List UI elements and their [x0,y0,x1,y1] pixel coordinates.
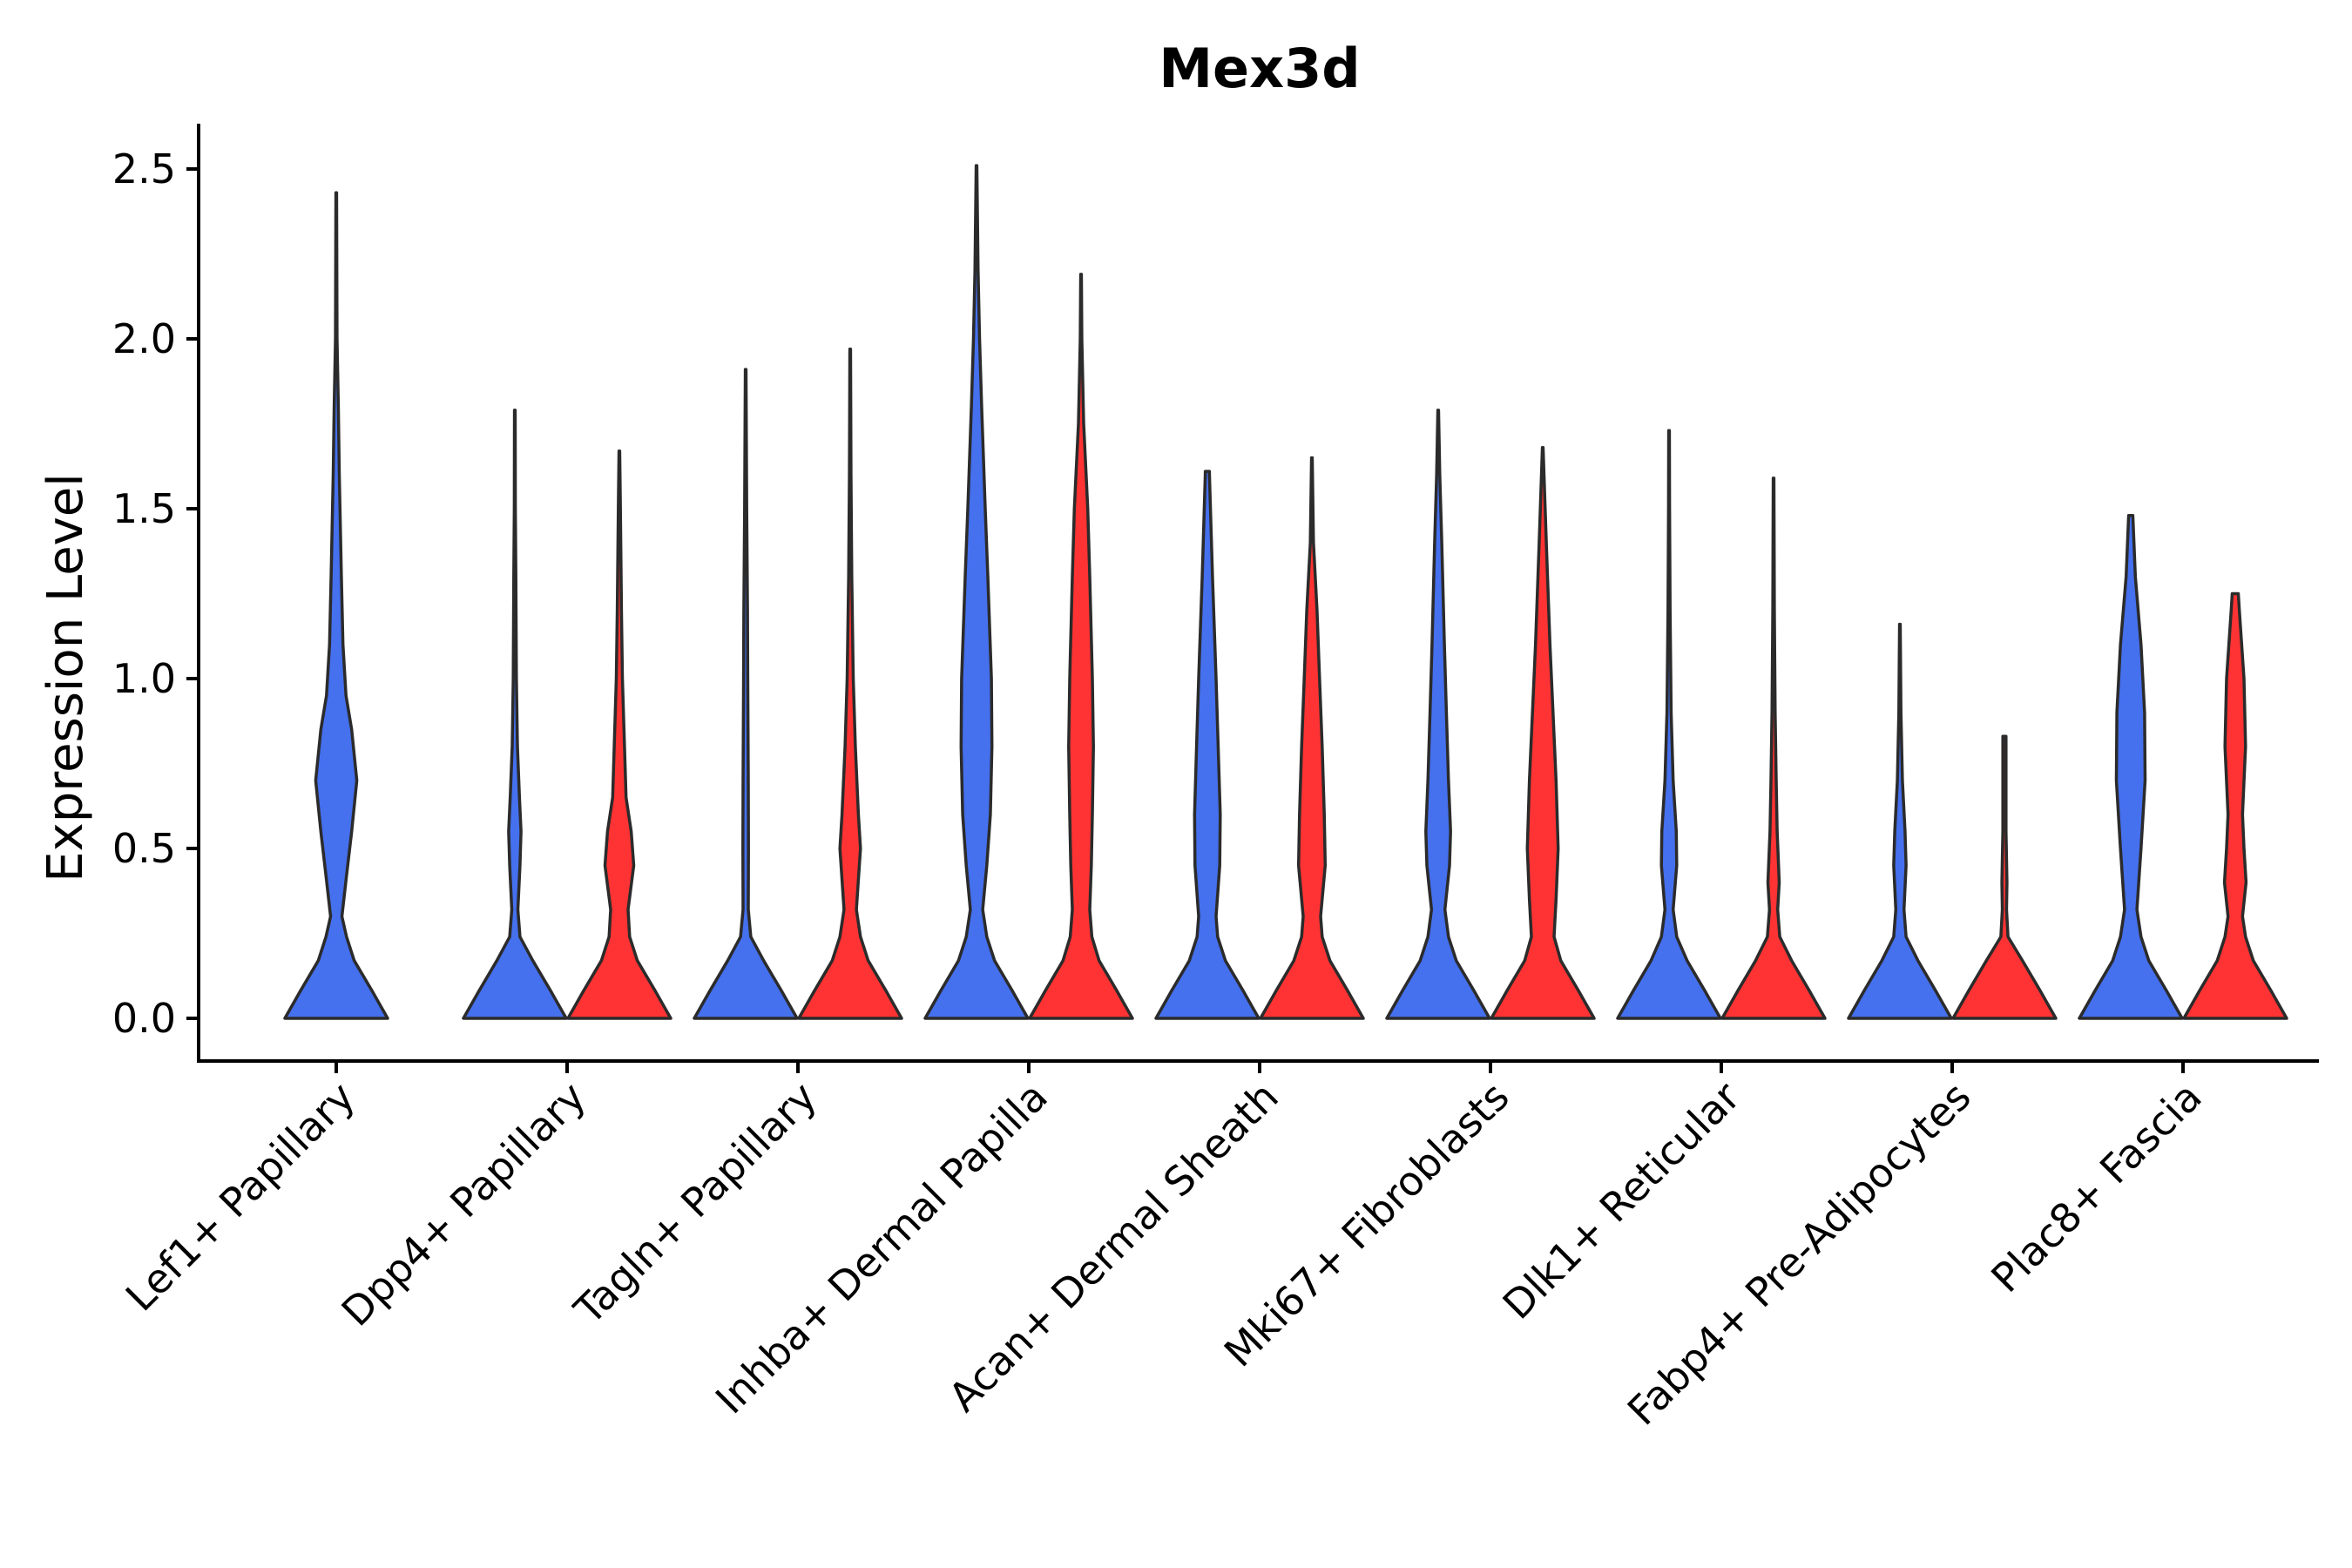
violin-blue-dpp4-papillary [462,409,568,1020]
violin-blue-dlk1-reticular [1616,429,1722,1020]
violin-red-tagln-papillary [797,347,903,1020]
y-ticks-group: 0.0 0.5 1.0 1.5 2.0 2.5 [112,145,199,1042]
y-tick-label: 2.0 [112,315,176,362]
x-tick-label-lef1-papillary: Lef1+ Papillary [117,1073,364,1321]
violin-blue-inhba-dermal-papilla [923,164,1030,1020]
y-tick-label: 1.0 [112,655,176,702]
y-tick-label: 0.5 [112,825,176,872]
x-tick-label-dlk1-reticular: Dlk1+ Reticular [1494,1073,1749,1328]
violin-red-dpp4-papillary [566,449,672,1020]
x-tick-label-dpp4-papillary: Dpp4+ Papillary [333,1073,595,1335]
violin-red-mki67-fibroblasts [1490,446,1596,1020]
chart-title: Mex3d [1159,37,1360,100]
violin-blue-acan-dermal-sheath [1154,470,1260,1020]
y-tick-label: 1.5 [112,485,176,532]
violin-blue-tagln-papillary [693,368,799,1020]
y-axis-label: Expression Level [37,473,94,882]
y-tick-label: 0.0 [112,995,176,1042]
violin-red-inhba-dermal-papilla [1028,273,1134,1020]
y-tick-label: 2.5 [112,145,176,193]
violin-red-acan-dermal-sheath [1259,456,1365,1020]
violin-red-dlk1-reticular [1720,476,1827,1020]
violin-blue-fabp4-pre-adipocytes [1847,622,1953,1020]
violin-red-fabp4-pre-adipocytes [1951,734,2058,1020]
violin-blue-mki67-fibroblasts [1385,409,1491,1020]
violin-blue-lef1-papillary [283,191,389,1020]
violin-red-plac8-fascia [2182,591,2288,1020]
x-tick-label-plac8-fascia: Plac8+ Fascia [1982,1073,2210,1301]
x-tick-label-tagln-papillary: Tagln+ Papillary [564,1073,826,1335]
violins-group [283,164,2288,1020]
violin-blue-plac8-fascia [2078,514,2184,1020]
